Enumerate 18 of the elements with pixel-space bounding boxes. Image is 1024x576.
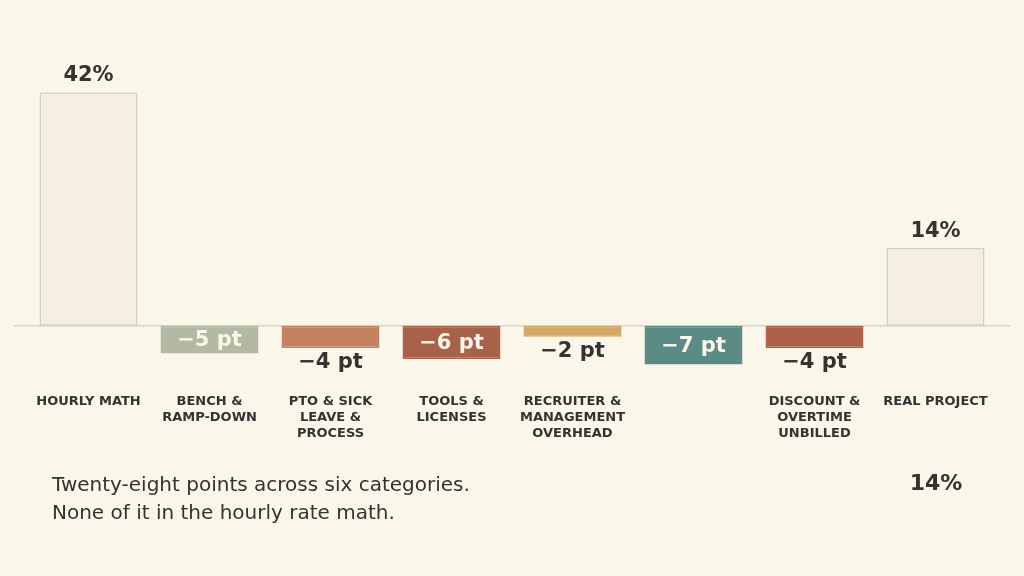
x-tick-label: TOOLS & LICENSES (416, 392, 487, 424)
data-label: 14% (910, 217, 961, 242)
data-label: −2 pt (540, 337, 605, 362)
text: 14% (909, 470, 963, 497)
x-tick-label: HOURLY MATH (36, 392, 141, 408)
text: None of it in the hourly rate math. (52, 499, 395, 526)
x-tick-label: PTO & SICK LEAVE & PROCESS (288, 392, 374, 441)
x-tick-label: REAL PROJECT (883, 392, 988, 408)
data-label: −7 pt (661, 332, 726, 357)
data-label: −4 pt (298, 348, 363, 373)
data-label: −6 pt (419, 329, 484, 354)
x-tick-label: BENCH & RAMP-DOWN (162, 392, 257, 424)
x-tick-label: DISCOUNT & OVERTIME UNBILLED (768, 392, 861, 441)
data-label: −5 pt (177, 327, 242, 352)
text: Twenty-eight points across six categories. (52, 471, 470, 498)
data-label: 42% (63, 62, 114, 87)
x-tick-label: RECRUITER & MANAGEMENT OVERHEAD (519, 392, 626, 441)
data-label: −4 pt (782, 348, 847, 373)
